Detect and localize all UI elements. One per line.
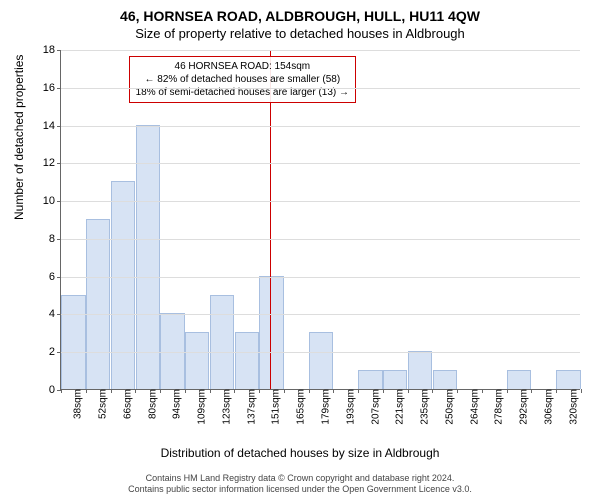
- xtick-label: 137sqm: [244, 389, 257, 425]
- xtick-label: 66sqm: [120, 389, 133, 419]
- gridline: [61, 352, 580, 353]
- xtick-label: 207sqm: [368, 389, 381, 425]
- chart-container: 46, HORNSEA ROAD, ALDBROUGH, HULL, HU11 …: [0, 0, 600, 500]
- plot-area: 46 HORNSEA ROAD: 154sqm ← 82% of detache…: [60, 50, 580, 390]
- xtick-mark: [259, 389, 260, 393]
- xtick-label: 278sqm: [492, 389, 505, 425]
- ytick-label: 0: [31, 384, 61, 396]
- bar: [61, 295, 85, 389]
- xtick-label: 264sqm: [467, 389, 480, 425]
- xtick-label: 250sqm: [442, 389, 455, 425]
- gridline: [61, 126, 580, 127]
- ytick-label: 16: [31, 82, 61, 94]
- annotation-box: 46 HORNSEA ROAD: 154sqm ← 82% of detache…: [129, 56, 356, 103]
- xtick-label: 151sqm: [269, 389, 282, 425]
- xtick-label: 306sqm: [541, 389, 554, 425]
- gridline: [61, 277, 580, 278]
- annotation-line2: ← 82% of detached houses are smaller (58…: [136, 73, 349, 86]
- xtick-label: 165sqm: [294, 389, 307, 425]
- xtick-mark: [284, 389, 285, 393]
- xtick-mark: [432, 389, 433, 393]
- xtick-mark: [61, 389, 62, 393]
- xtick-mark: [309, 389, 310, 393]
- xtick-label: 235sqm: [418, 389, 431, 425]
- xtick-mark: [507, 389, 508, 393]
- bar: [185, 332, 209, 389]
- gridline: [61, 239, 580, 240]
- gridline: [61, 88, 580, 89]
- xtick-label: 38sqm: [71, 389, 84, 419]
- bar: [235, 332, 259, 389]
- bar: [309, 332, 333, 389]
- ytick-label: 12: [31, 157, 61, 169]
- xtick-label: 320sqm: [566, 389, 579, 425]
- xtick-label: 179sqm: [319, 389, 332, 425]
- bar: [433, 370, 457, 389]
- gridline: [61, 163, 580, 164]
- xtick-mark: [457, 389, 458, 393]
- chart-subtitle: Size of property relative to detached ho…: [0, 24, 600, 41]
- xtick-label: 52sqm: [96, 389, 109, 419]
- xtick-label: 292sqm: [517, 389, 530, 425]
- xtick-mark: [581, 389, 582, 393]
- xtick-mark: [383, 389, 384, 393]
- xtick-mark: [358, 389, 359, 393]
- gridline: [61, 314, 580, 315]
- footer-line2: Contains public sector information licen…: [0, 484, 600, 496]
- footer-line1: Contains HM Land Registry data © Crown c…: [0, 473, 600, 485]
- xtick-label: 109sqm: [195, 389, 208, 425]
- ytick-label: 14: [31, 120, 61, 132]
- ytick-label: 10: [31, 195, 61, 207]
- gridline: [61, 201, 580, 202]
- bar: [556, 370, 580, 389]
- bar: [408, 351, 432, 389]
- xtick-mark: [556, 389, 557, 393]
- xtick-mark: [185, 389, 186, 393]
- bar: [259, 276, 283, 389]
- xtick-mark: [408, 389, 409, 393]
- xtick-mark: [210, 389, 211, 393]
- xtick-label: 94sqm: [170, 389, 183, 419]
- xtick-mark: [482, 389, 483, 393]
- gridline: [61, 50, 580, 51]
- xtick-mark: [333, 389, 334, 393]
- ytick-label: 18: [31, 44, 61, 56]
- xtick-mark: [111, 389, 112, 393]
- bar: [507, 370, 531, 389]
- footer: Contains HM Land Registry data © Crown c…: [0, 473, 600, 496]
- chart-title: 46, HORNSEA ROAD, ALDBROUGH, HULL, HU11 …: [0, 0, 600, 24]
- bar: [160, 313, 184, 389]
- ytick-label: 2: [31, 346, 61, 358]
- bar: [86, 219, 110, 389]
- xtick-label: 80sqm: [145, 389, 158, 419]
- bar: [358, 370, 382, 389]
- ytick-label: 8: [31, 233, 61, 245]
- xtick-label: 193sqm: [343, 389, 356, 425]
- xtick-mark: [160, 389, 161, 393]
- bar: [111, 181, 135, 389]
- bar: [383, 370, 407, 389]
- xtick-label: 221sqm: [393, 389, 406, 425]
- xtick-mark: [234, 389, 235, 393]
- xtick-label: 123sqm: [219, 389, 232, 425]
- xtick-mark: [531, 389, 532, 393]
- annotation-line1: 46 HORNSEA ROAD: 154sqm: [136, 60, 349, 73]
- ytick-label: 6: [31, 271, 61, 283]
- xtick-mark: [86, 389, 87, 393]
- y-axis-label: Number of detached properties: [12, 55, 26, 220]
- xtick-mark: [135, 389, 136, 393]
- x-axis-label: Distribution of detached houses by size …: [0, 446, 600, 460]
- bar: [210, 295, 234, 389]
- ytick-label: 4: [31, 308, 61, 320]
